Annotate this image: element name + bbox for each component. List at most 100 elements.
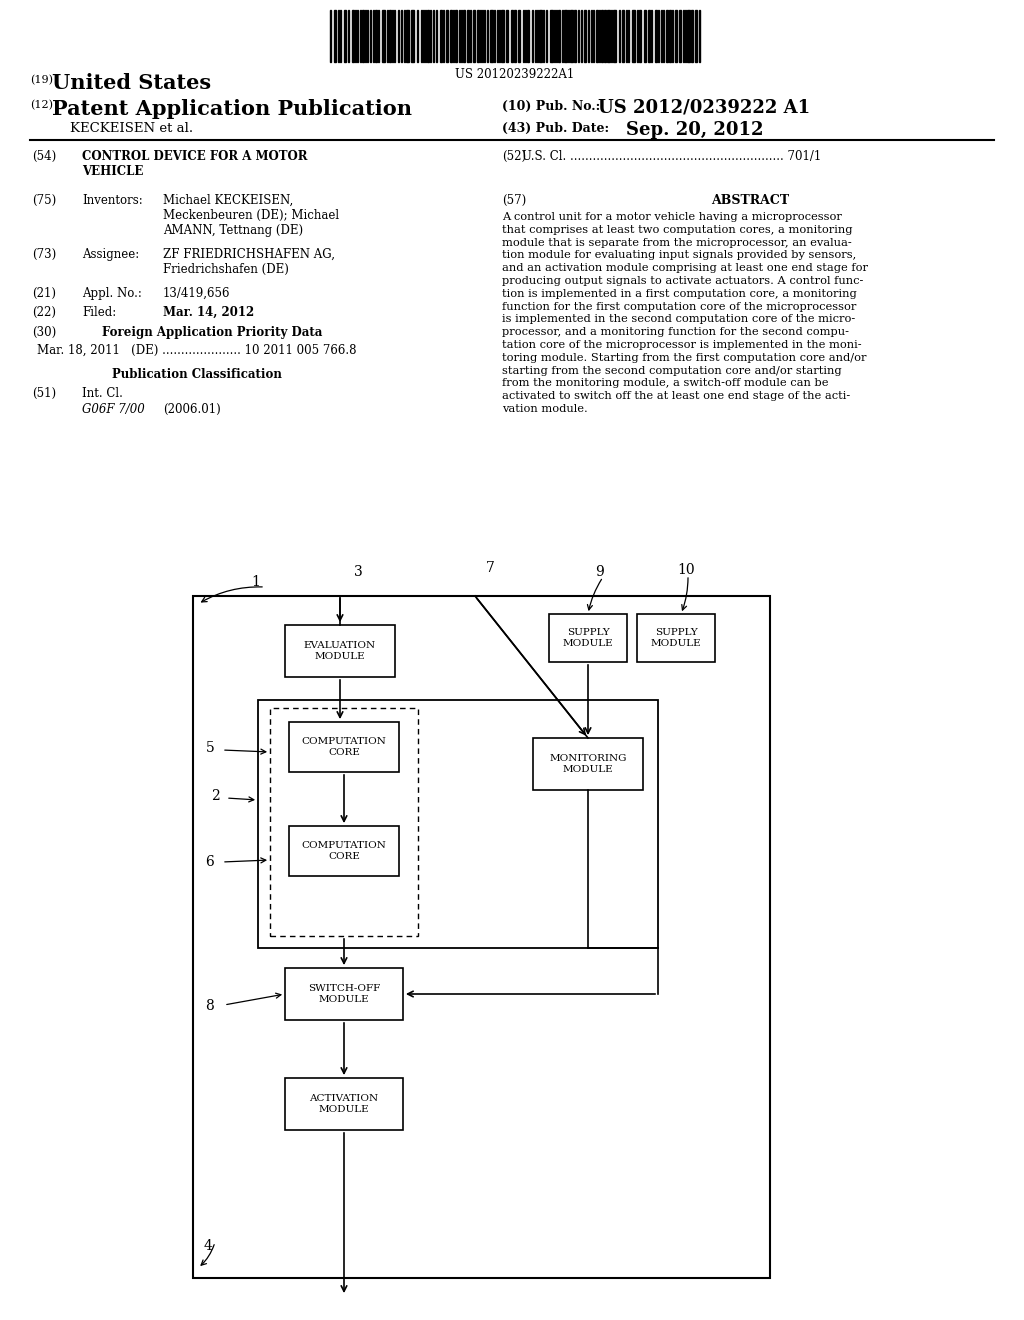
Bar	[539, 11, 542, 62]
Bar	[344, 11, 346, 62]
Bar	[463, 11, 465, 62]
Bar	[289, 722, 399, 772]
Bar	[549, 614, 627, 663]
Text: (10) Pub. No.:: (10) Pub. No.:	[502, 100, 600, 114]
Text: SWITCH-OFF
MODULE: SWITCH-OFF MODULE	[308, 985, 380, 1003]
Text: 8: 8	[206, 999, 214, 1012]
Text: (30): (30)	[32, 326, 56, 339]
Text: (22): (22)	[32, 306, 56, 319]
Bar	[675, 11, 677, 62]
Bar	[382, 11, 385, 62]
Text: (57): (57)	[502, 194, 526, 207]
Bar	[473, 11, 475, 62]
Text: Int. Cl.: Int. Cl.	[82, 387, 123, 400]
Bar	[607, 11, 610, 62]
Bar	[285, 624, 395, 677]
Bar	[285, 968, 403, 1020]
Text: (43) Pub. Date:: (43) Pub. Date:	[502, 121, 609, 135]
Bar	[622, 11, 624, 62]
Bar	[427, 11, 429, 62]
Bar	[601, 11, 603, 62]
Text: 4: 4	[204, 1239, 212, 1253]
Text: CONTROL DEVICE FOR A MOTOR
VEHICLE: CONTROL DEVICE FOR A MOTOR VEHICLE	[82, 150, 307, 178]
Text: 1: 1	[252, 576, 260, 589]
Bar	[691, 11, 693, 62]
Text: 10: 10	[677, 564, 695, 577]
Bar	[669, 11, 671, 62]
Bar	[666, 11, 668, 62]
Bar	[514, 11, 516, 62]
Text: Mar. 14, 2012: Mar. 14, 2012	[163, 306, 254, 319]
Bar	[679, 11, 681, 62]
Bar	[352, 11, 354, 62]
Bar	[613, 11, 616, 62]
Text: 9: 9	[596, 565, 604, 579]
Text: COMPUTATION
CORE: COMPUTATION CORE	[301, 738, 386, 756]
Bar	[534, 738, 643, 789]
Text: Foreign Application Priority Data: Foreign Application Priority Data	[102, 326, 323, 339]
Bar	[604, 11, 606, 62]
Text: SUPPLY
MODULE: SUPPLY MODULE	[562, 628, 613, 648]
Bar	[477, 11, 479, 62]
Bar	[258, 700, 658, 948]
Bar	[270, 708, 418, 936]
Bar	[490, 11, 493, 62]
Text: (54): (54)	[32, 150, 56, 162]
Bar	[558, 11, 560, 62]
Bar	[440, 11, 442, 62]
Bar	[406, 11, 409, 62]
Bar	[518, 11, 520, 62]
Text: Assignee:: Assignee:	[82, 248, 139, 261]
Text: (52): (52)	[502, 150, 526, 162]
Text: 7: 7	[485, 561, 495, 576]
Text: 5: 5	[206, 741, 214, 755]
Bar	[501, 11, 504, 62]
Bar	[687, 11, 690, 62]
Text: KECKEISEN et al.: KECKEISEN et al.	[70, 121, 194, 135]
Text: (12): (12)	[30, 100, 53, 111]
Text: Inventors:: Inventors:	[82, 194, 142, 207]
Text: Mar. 18, 2011   (DE) ..................... 10 2011 005 766.8: Mar. 18, 2011 (DE) .....................…	[37, 345, 356, 356]
Bar	[285, 1078, 403, 1130]
Bar	[375, 11, 377, 62]
Bar	[411, 11, 414, 62]
Text: (73): (73)	[32, 248, 56, 261]
Text: (19): (19)	[30, 75, 53, 86]
Bar	[467, 11, 469, 62]
Text: Sep. 20, 2012: Sep. 20, 2012	[626, 121, 764, 139]
Text: (2006.01): (2006.01)	[163, 403, 221, 416]
Text: EVALUATION
MODULE: EVALUATION MODULE	[304, 642, 376, 661]
Bar	[695, 11, 697, 62]
Text: SUPPLY
MODULE: SUPPLY MODULE	[650, 628, 701, 648]
Bar	[334, 11, 336, 62]
Bar	[550, 11, 553, 62]
Bar	[455, 11, 457, 62]
Text: 3: 3	[353, 565, 362, 579]
Bar	[639, 11, 641, 62]
Text: (51): (51)	[32, 387, 56, 400]
Bar	[511, 11, 513, 62]
Text: Filed:: Filed:	[82, 306, 117, 319]
Text: Appl. No.:: Appl. No.:	[82, 286, 142, 300]
Bar	[193, 597, 770, 1278]
Text: ABSTRACT: ABSTRACT	[711, 194, 790, 207]
Bar	[527, 11, 529, 62]
Text: Patent Application Publication: Patent Application Publication	[52, 99, 412, 119]
Text: 6: 6	[206, 855, 214, 869]
Bar	[450, 11, 452, 62]
Bar	[596, 11, 598, 62]
Bar	[446, 11, 449, 62]
Text: US 2012/0239222 A1: US 2012/0239222 A1	[598, 99, 810, 117]
Bar	[506, 11, 508, 62]
Bar	[655, 11, 657, 62]
Bar	[632, 11, 635, 62]
Text: US 20120239222A1: US 20120239222A1	[456, 69, 574, 82]
Text: U.S. Cl. ......................................................... 701/1: U.S. Cl. ...............................…	[522, 150, 821, 162]
Text: (75): (75)	[32, 194, 56, 207]
Text: G06F 7/00: G06F 7/00	[82, 403, 144, 416]
Bar	[648, 11, 650, 62]
Text: A control unit for a motor vehicle having a microprocessor
that comprises at lea: A control unit for a motor vehicle havin…	[502, 213, 868, 414]
Text: Michael KECKEISEN,
Meckenbeuren (DE); Michael
AMANN, Tettnang (DE): Michael KECKEISEN, Meckenbeuren (DE); Mi…	[163, 194, 339, 238]
Bar	[584, 11, 586, 62]
Bar	[289, 826, 399, 876]
